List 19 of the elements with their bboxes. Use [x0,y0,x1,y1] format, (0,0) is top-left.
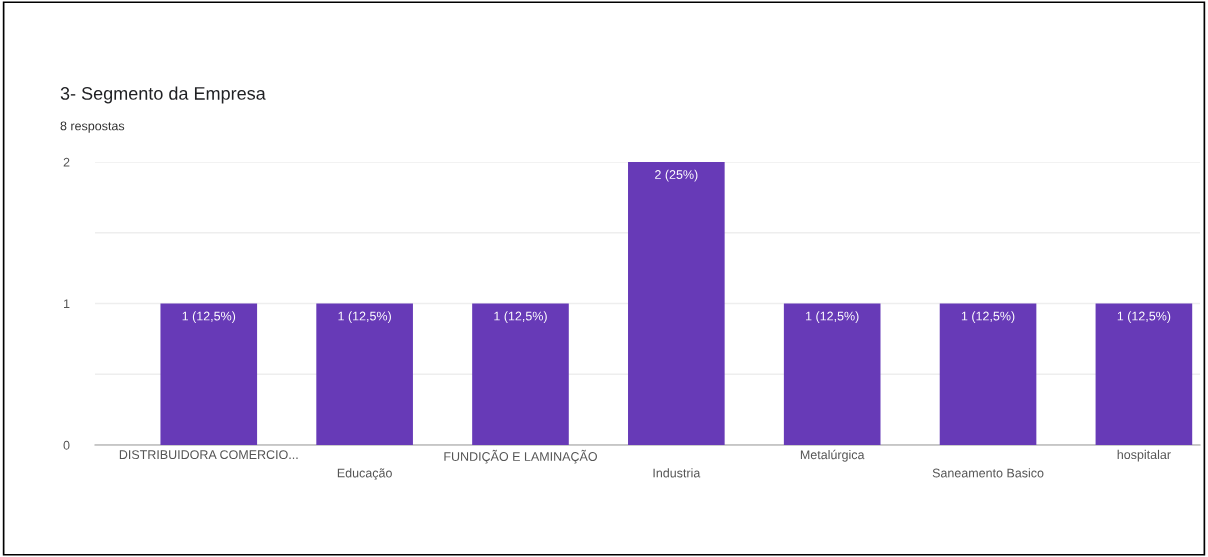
chart-title: 3- Segmento da Empresa [60,86,266,104]
data-label: 1 (12,5%) [806,311,859,323]
data-label: 1 (12,5%) [182,311,236,323]
data-label: 1 (12,5%) [1117,311,1171,323]
chart-subtitle: 8 respostas [60,121,125,133]
data-label: 1 (12,5%) [494,311,547,323]
x-tick-label: Industria [653,468,701,478]
x-tick-label: Saneamento Basico [932,468,1044,478]
data-label: 2 (25%) [655,169,698,182]
x-tick-label: FUNDIÇÃO E LAMINAÇÃO [444,449,597,464]
x-tick-label: hospitalar [1117,449,1171,462]
x-tick-label: Educação [337,468,392,480]
data-label: 1 (12,5%) [338,311,391,323]
y-tick-label: 1 [64,299,70,309]
x-tick-label: Metalúrgica [800,449,865,462]
y-tick-label: 2 [63,157,70,167]
data-label: 1 (12,5%) [961,311,1015,323]
x-tick-label: DISTRIBUIDORA COMERCIO... [119,450,298,460]
y-tick-label: 0 [63,440,70,450]
